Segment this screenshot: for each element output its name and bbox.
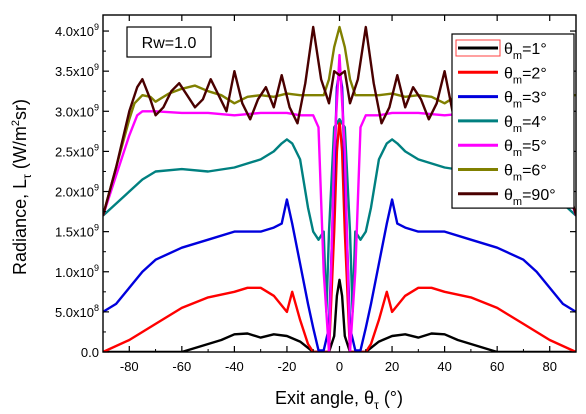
legend-entry: θm=2° xyxy=(458,65,547,86)
legend-entry: θm=4° xyxy=(458,114,547,135)
y-axis-label-sub: τ xyxy=(20,174,34,179)
y-tick-label: 5.0x108 xyxy=(55,303,99,320)
y-tick-label: 2.5x109 xyxy=(55,142,99,159)
legend-entry: θm=5° xyxy=(458,138,547,159)
x-axis-label: Exit angle, θτ (°) xyxy=(275,388,403,412)
series-lines xyxy=(103,25,576,352)
svg-text:Radiance, Lτ (W/m2sr): Radiance, Lτ (W/m2sr) xyxy=(10,99,34,275)
y-axis-label-main: Radiance, L xyxy=(10,179,30,275)
ticks: -80 -60 -40 -20 0 20 40 60 80 0.0 5.0x108 1.0x109 1.… xyxy=(55,15,577,374)
y-tick-label: 1.0x109 xyxy=(55,263,99,280)
series-line-0 xyxy=(103,278,576,352)
legend-entry: θm=3° xyxy=(458,90,547,111)
x-tick-label: -40 xyxy=(225,359,244,374)
y-tick-label: 3.0x109 xyxy=(55,102,99,119)
x-tick-label: 20 xyxy=(385,359,399,374)
legend-label: θm=1° xyxy=(504,41,547,62)
x-tick-label: 40 xyxy=(437,359,451,374)
x-tick-label: -60 xyxy=(172,359,191,374)
x-tick-label: 0 xyxy=(336,359,343,374)
x-tick-label: 80 xyxy=(542,359,556,374)
x-axis-label-sub: τ xyxy=(374,398,379,412)
y-tick-label: 2.0x109 xyxy=(55,183,99,200)
annotation-text: Rw=1.0 xyxy=(142,35,197,52)
x-tick-label: -20 xyxy=(278,359,297,374)
legend: θm=1° θm=2° θm=3° θm=4° θm=5° θm=6° θm=90° xyxy=(451,33,575,209)
legend-label: θm=2° xyxy=(504,65,547,86)
legend-selection-box xyxy=(455,39,501,57)
legend-label: θm=6° xyxy=(504,163,547,184)
y-axis-label: Radiance, Lτ (W/m2sr) xyxy=(10,99,34,275)
legend-entry: θm=1° xyxy=(458,41,547,62)
legend-label: θm=4° xyxy=(504,114,547,135)
y-tick-label: 4.0x109 xyxy=(55,22,99,39)
annotation-box: Rw=1.0 xyxy=(126,26,212,58)
y-axis-label-unit-close: sr) xyxy=(10,99,30,120)
legend-entry: θm=6° xyxy=(458,163,547,184)
legend-label: θm=5° xyxy=(504,138,547,159)
x-tick-label: 60 xyxy=(490,359,504,374)
x-tick-label: -80 xyxy=(120,359,139,374)
svg-text:Exit angle, θτ (°): Exit angle, θτ (°) xyxy=(275,388,403,412)
x-axis-label-unit: (°) xyxy=(379,388,403,408)
y-tick-label: 3.5x109 xyxy=(55,62,99,79)
y-tick-label: 0.0 xyxy=(81,345,99,360)
legend-entry: θm=90° xyxy=(458,187,556,208)
x-axis-label-main: Exit angle, θ xyxy=(275,388,374,408)
series-line-3 xyxy=(103,118,576,314)
y-axis-label-unit-open: (W/m xyxy=(10,126,30,174)
legend-label: θm=3° xyxy=(504,90,547,111)
y-tick-label: 1.5x109 xyxy=(55,223,99,240)
y-axis-label-unit-sup: 2 xyxy=(10,120,22,126)
legend-label: θm=90° xyxy=(504,187,556,208)
